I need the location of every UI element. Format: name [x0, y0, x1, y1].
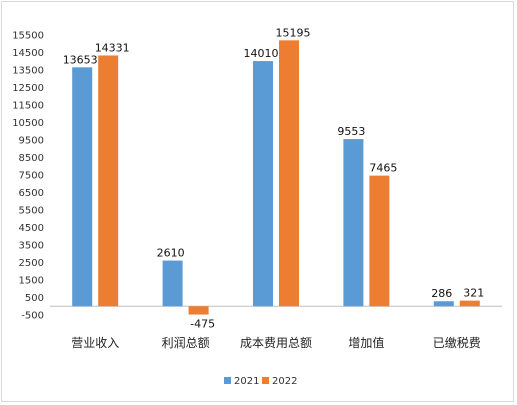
data-label: -475: [190, 318, 215, 331]
bar-2021: [253, 61, 273, 307]
bars-group: [72, 40, 480, 315]
category-label: 利润总额: [162, 336, 210, 350]
y-tick-label: 13500: [12, 66, 44, 77]
y-tick-label: 4500: [19, 223, 44, 234]
y-tick-label: 9500: [19, 136, 44, 147]
y-tick-label: 11500: [12, 101, 44, 112]
y-tick-label: 3500: [19, 241, 44, 252]
y-tick-label: 5500: [19, 206, 44, 217]
y-tick-label: 14500: [12, 48, 44, 59]
y-tick-label: 15500: [12, 31, 44, 42]
data-label: 2610: [157, 247, 185, 260]
y-tick-label: 1500: [19, 276, 44, 287]
data-label: 13653: [63, 53, 98, 66]
legend-swatch-2022: [262, 377, 269, 384]
y-tick-label: 500: [25, 293, 44, 304]
y-tick-label: 7500: [19, 171, 44, 182]
bar-2021: [433, 301, 454, 307]
y-tick-label: 6500: [19, 188, 44, 199]
y-tick-label: 8500: [19, 153, 44, 164]
category-label: 营业收入: [71, 336, 119, 350]
bar-2021: [162, 260, 183, 307]
legend: 2021 2022: [224, 376, 297, 387]
bar-2022: [98, 55, 119, 307]
data-label: 321: [463, 287, 484, 300]
bar-2021: [343, 139, 364, 307]
category-label: 已缴税费: [433, 335, 481, 350]
data-label: 15195: [276, 26, 311, 39]
legend-label: 2022: [272, 376, 297, 387]
data-label: 286: [431, 287, 452, 300]
bar-2022: [279, 40, 299, 307]
bar-2021: [72, 67, 93, 307]
data-label: 7465: [369, 162, 397, 175]
data-label: 14331: [95, 41, 130, 54]
y-tick-label: -500: [21, 311, 44, 322]
category-label: 增加值: [348, 335, 384, 350]
data-label: 14010: [244, 47, 279, 60]
y-tick-label: 10500: [12, 118, 44, 129]
bar-2022: [459, 300, 480, 307]
legend-swatch-2021: [224, 377, 231, 384]
bar-2022: [188, 306, 209, 315]
y-axis-ticks: -500 500 1500 2500 3500 4500 5500 6500 7500 8500 9…: [12, 31, 44, 322]
y-tick-label: 12500: [12, 83, 44, 94]
y-tick-label: 2500: [19, 258, 44, 269]
bar-2022: [369, 175, 390, 307]
legend-label: 2021: [234, 376, 259, 387]
data-label: 9553: [337, 125, 365, 138]
category-label: 成本费用总额: [240, 336, 312, 350]
category-labels-group: 营业收入 利润总额 成本费用总额 增加值 已缴税费: [71, 335, 481, 350]
